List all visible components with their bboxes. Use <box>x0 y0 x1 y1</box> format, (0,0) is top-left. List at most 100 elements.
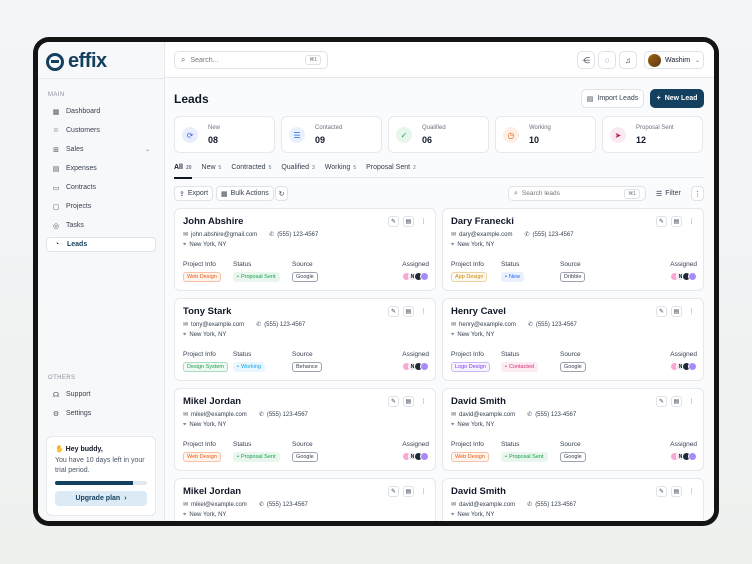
tab-qualified[interactable]: Qualified 3 <box>281 164 314 178</box>
label-project: Project Info <box>451 441 484 448</box>
lead-email: john.abshire@gmail.com <box>191 232 258 238</box>
notes-button[interactable]: ▤ <box>671 396 682 407</box>
lead-card[interactable]: Mikel Jordan ✎ ▤ ⋮ ✉ mikel@example.com ✆(… <box>174 388 436 471</box>
assignee-avatar[interactable] <box>420 362 429 371</box>
folder-icon: ▢ <box>52 203 60 211</box>
stat-card-working[interactable]: ◷ Working 10 <box>495 116 596 153</box>
label-status: Status <box>233 351 252 358</box>
sidebar-item-expenses[interactable]: ▤ Expenses <box>46 161 156 176</box>
sidebar-item-sales[interactable]: ⊞ Sales ⌄ <box>46 142 156 157</box>
edit-button[interactable]: ✎ <box>388 396 399 407</box>
assignee-avatar[interactable] <box>420 452 429 461</box>
lead-card[interactable]: Tony Stark ✎ ▤ ⋮ ✉ tony@example.com ✆ (555… <box>174 298 436 381</box>
edit-button[interactable]: ✎ <box>388 216 399 227</box>
assignee-avatar[interactable] <box>688 272 697 281</box>
notes-button[interactable]: ▤ <box>403 486 414 497</box>
chat-button[interactable]: ◌ <box>598 51 616 69</box>
bulk-actions-button[interactable]: ▦ Bulk Actions <box>216 186 274 201</box>
edit-button[interactable]: ✎ <box>656 216 667 227</box>
contact-line: ✉ david@example.com ✆ (555) 123-4567 <box>451 501 576 508</box>
card-more-button[interactable]: ⋮ <box>686 306 697 317</box>
stat-card-qualified[interactable]: ✓ Qualified 06 <box>388 116 489 153</box>
refresh-button[interactable]: ↻ <box>275 186 288 201</box>
tab-contracted[interactable]: Contracted 5 <box>231 164 271 178</box>
tab-new[interactable]: New 5 <box>202 164 222 178</box>
edit-button[interactable]: ✎ <box>656 486 667 497</box>
mail-icon: ✉ <box>451 502 457 508</box>
tab-proposal-sent[interactable]: Proposal Sent 2 <box>366 164 416 178</box>
edit-button[interactable]: ✎ <box>656 396 667 407</box>
share-button[interactable]: ⋲ <box>577 51 595 69</box>
edit-button[interactable]: ✎ <box>388 306 399 317</box>
sidebar-item-tasks[interactable]: ◎ Tasks <box>46 218 156 233</box>
stats-row: ⟳ New 08 ☰ Contacted 09 ✓ Qualified 06 ◷ Wo… <box>174 116 703 153</box>
assignees: N <box>402 452 429 461</box>
status-dot: • <box>505 364 507 370</box>
label-status: Status <box>233 261 252 268</box>
sidebar-item-projects[interactable]: ▢ Projects <box>46 199 156 214</box>
export-button[interactable]: ⇪ Export <box>174 186 214 201</box>
card-actions: ✎ ▤ ⋮ <box>656 306 697 317</box>
tab-working[interactable]: Working 5 <box>325 164 356 178</box>
assignee-avatar[interactable] <box>688 362 697 371</box>
card-more-button[interactable]: ⋮ <box>418 486 429 497</box>
notes-button[interactable]: ▤ <box>671 216 682 227</box>
logo[interactable]: effix <box>46 50 107 73</box>
card-more-button[interactable]: ⋮ <box>418 216 429 227</box>
lead-card[interactable]: David Smith ✎ ▤ ⋮ ✉ david@example.com ✆ (5… <box>442 388 704 471</box>
edit-button[interactable]: ✎ <box>656 306 667 317</box>
sidebar-item-leads[interactable]: ◔ Leads <box>46 237 156 252</box>
document-icon: ▤ <box>673 309 680 315</box>
location-line: ⌖ New York, NY <box>183 242 226 249</box>
edit-button[interactable]: ✎ <box>388 486 399 497</box>
lead-card[interactable]: David Smith ✎ ▤ ⋮ ✉ david@example.com ✆ (5… <box>442 478 704 521</box>
import-leads-button[interactable]: ▤ Import Leads <box>581 89 644 108</box>
trial-text: You have 10 days left in your trial peri… <box>55 457 145 474</box>
section-label-others: OTHERS <box>48 375 76 381</box>
stat-card-contacted[interactable]: ☰ Contacted 09 <box>281 116 382 153</box>
user-menu[interactable]: Washim ⌄ <box>644 51 704 69</box>
lead-card[interactable]: Henry Cavel ✎ ▤ ⋮ ✉ henry@example.com ✆ (5… <box>442 298 704 381</box>
lead-location: New York, NY <box>189 512 227 518</box>
notes-button[interactable]: ▤ <box>403 396 414 407</box>
notes-button[interactable]: ▤ <box>403 306 414 317</box>
document-icon: ▤ <box>673 489 680 495</box>
more-options-button[interactable]: ⋮ <box>691 186 704 201</box>
label-source: Source <box>560 261 581 268</box>
card-more-button[interactable]: ⋮ <box>418 396 429 407</box>
global-search[interactable]: ⌕ ⌘1 <box>174 51 328 69</box>
sidebar-item-customers[interactable]: ☺ Customers <box>46 123 156 138</box>
leads-search-input[interactable] <box>521 190 612 197</box>
card-more-button[interactable]: ⋮ <box>686 216 697 227</box>
filter-button[interactable]: ☰ Filter <box>652 186 685 201</box>
status-dot: • <box>505 274 507 280</box>
edit-icon: ✎ <box>658 489 665 495</box>
search-input[interactable] <box>190 56 291 64</box>
notes-button[interactable]: ▤ <box>671 306 682 317</box>
stat-card-proposal-sent[interactable]: ➤ Proposal Sent 12 <box>602 116 703 153</box>
tab-label: All <box>174 164 183 171</box>
notifications-button[interactable]: ♫ <box>619 51 637 69</box>
stat-card-new[interactable]: ⟳ New 08 <box>174 116 275 153</box>
upgrade-plan-button[interactable]: Upgrade plan › <box>55 491 147 506</box>
receipt-icon: ▤ <box>52 165 60 173</box>
sidebar-item-contracts[interactable]: ▭ Contracts <box>46 180 156 195</box>
location-line: ⌖ New York, NY <box>183 512 226 519</box>
assignee-avatar[interactable] <box>420 272 429 281</box>
status-text: Proposal Sent <box>240 454 276 460</box>
card-more-button[interactable]: ⋮ <box>686 396 697 407</box>
leads-search[interactable]: ⌕ ⌘1 <box>508 186 646 201</box>
sidebar-item-settings[interactable]: ⚙ Settings <box>46 406 156 421</box>
notes-button[interactable]: ▤ <box>671 486 682 497</box>
lead-card[interactable]: Mikel Jordan ✎ ▤ ⋮ ✉ mikel@example.com ✆(… <box>174 478 436 521</box>
notes-button[interactable]: ▤ <box>403 216 414 227</box>
card-more-button[interactable]: ⋮ <box>418 306 429 317</box>
card-more-button[interactable]: ⋮ <box>686 486 697 497</box>
sidebar-item-dashboard[interactable]: ▦ Dashboard <box>46 104 156 119</box>
assignee-avatar[interactable] <box>688 452 697 461</box>
lead-card[interactable]: Dary Franecki ✎ ▤ ⋮ ✉ dary@example.com ✆(… <box>442 208 704 291</box>
sidebar-item-support[interactable]: ☊ Support <box>46 387 156 402</box>
new-lead-button[interactable]: + New Lead <box>650 89 704 108</box>
tab-all[interactable]: All 20 <box>174 164 192 179</box>
lead-card[interactable]: John Abshire ✎ ▤ ⋮ ✉ john.abshire@gmail.c… <box>174 208 436 291</box>
